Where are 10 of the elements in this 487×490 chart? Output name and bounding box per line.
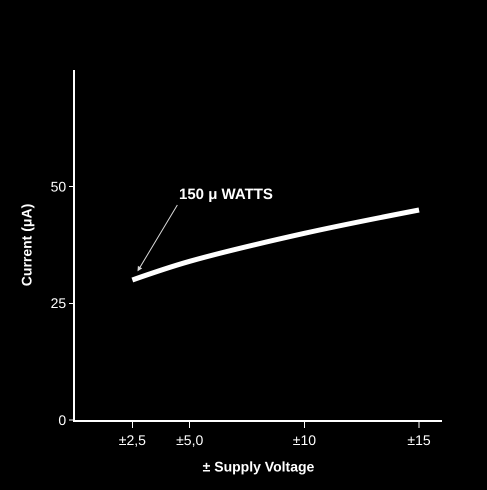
y-tick-label: 50 [50,178,66,195]
x-axis-title: ± Supply Voltage [202,458,315,475]
y-axis-title: Current (μA) [18,204,35,286]
x-tick-label: ±2,5 [118,432,146,448]
x-tick-label: ±15 [407,432,431,448]
y-tick-label: 0 [58,412,66,428]
x-tick-label: ±10 [292,432,316,448]
x-tick-label: ±5,0 [176,432,204,448]
y-tick-label: 25 [50,295,66,312]
annotation: 150 μ WATTS [179,186,273,203]
